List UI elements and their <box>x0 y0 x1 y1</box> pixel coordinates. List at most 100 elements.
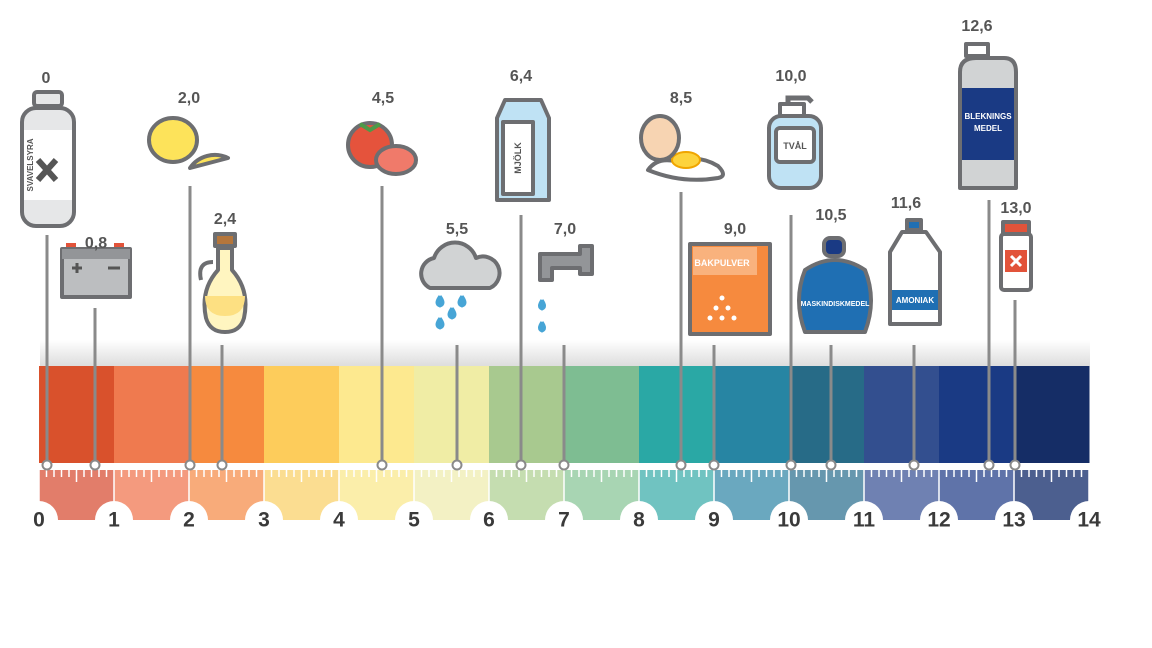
band <box>39 366 115 463</box>
value-label: 12,6 <box>961 18 992 35</box>
scale-dot <box>770 501 808 539</box>
value-label: 2,4 <box>214 211 236 228</box>
pointer-dot <box>515 459 527 471</box>
value-label: 8,5 <box>670 90 692 107</box>
pointer-dot <box>216 459 228 471</box>
scale-dot <box>245 501 283 539</box>
scale-label: 6 <box>483 509 495 532</box>
icon-lemon <box>147 116 230 170</box>
scale-dot <box>1070 501 1108 539</box>
value-label: 6,4 <box>510 68 532 85</box>
band <box>564 366 640 463</box>
icon-rain <box>419 240 502 330</box>
scale-dot <box>470 501 508 539</box>
scale-label: 4 <box>333 509 345 532</box>
pointer-dot <box>1009 459 1021 471</box>
icon-dishwasher-detergent: MASKINDISKMEDEL <box>797 236 873 334</box>
value-label: 9,0 <box>724 221 746 238</box>
band <box>489 366 565 463</box>
scale-dot <box>620 501 658 539</box>
icon-text: MJÖLK <box>513 142 523 174</box>
scale-dot <box>545 501 583 539</box>
icon-text: BAKPULVER <box>694 258 750 268</box>
scale-dot <box>695 501 733 539</box>
scale-label: 2 <box>183 509 195 532</box>
pointer-dot <box>825 459 837 471</box>
value-label: 5,5 <box>446 221 468 238</box>
pointer-dot <box>376 459 388 471</box>
value-label: 10,5 <box>815 207 846 224</box>
value-label: 7,0 <box>554 221 576 238</box>
icon-tomato <box>346 121 418 176</box>
band <box>864 366 940 463</box>
value-label: 10,0 <box>775 68 806 85</box>
scale-label: 0 <box>33 509 45 532</box>
pointer-dot <box>785 459 797 471</box>
scale-label: 11 <box>853 509 876 532</box>
band <box>939 366 1015 463</box>
pointer-dot <box>675 459 687 471</box>
band <box>189 366 265 463</box>
scale-label: 9 <box>708 509 720 532</box>
band <box>114 366 190 463</box>
scale-dot <box>845 501 883 539</box>
icon-soap: TVÅL <box>767 95 823 190</box>
value-labels: 0 0,8 2,0 2,4 4,5 5,5 6,4 7,0 8,5 9,0 10,0 10,5 11,6… <box>42 18 1032 252</box>
icon-text: BLEKNINGS <box>964 112 1012 121</box>
scale-label: 13 <box>1002 509 1025 532</box>
pointer-dot <box>89 459 101 471</box>
scale-dot <box>170 501 208 539</box>
scale-dot <box>320 501 358 539</box>
pointer-dot <box>708 459 720 471</box>
scale-label: 3 <box>258 509 270 532</box>
scale-label: 7 <box>558 509 570 532</box>
icon-sulfuric-acid: SVAVELSYRA <box>20 90 76 228</box>
scale-labels: 0 1 2 3 4 5 6 7 8 9 10 11 12 13 14 <box>20 501 1108 539</box>
scale-label: 14 <box>1077 509 1101 532</box>
scale-label: 5 <box>408 509 420 532</box>
icon-text: TVÅL <box>783 141 807 151</box>
icon-text: AMONIAK <box>896 296 934 305</box>
pointer-dot <box>558 459 570 471</box>
scale-label: 12 <box>927 509 950 532</box>
icon-tap <box>538 244 594 333</box>
scale-dot <box>995 501 1033 539</box>
scale-label: 10 <box>777 509 800 532</box>
pointer-dot <box>41 459 53 471</box>
icon-vinegar <box>198 232 248 334</box>
pointer-lines <box>41 186 1021 471</box>
icon-text: MEDEL <box>974 124 1002 133</box>
band <box>714 366 790 463</box>
scale-label: 8 <box>633 509 645 532</box>
value-label: 0 <box>42 70 51 87</box>
band <box>264 366 340 463</box>
band <box>339 366 415 463</box>
scale-label: 1 <box>108 509 120 532</box>
icon-battery <box>60 243 132 299</box>
pointer-dot <box>451 459 463 471</box>
scale-dot <box>395 501 433 539</box>
icon-bleach: BLEKNINGS MEDEL <box>958 42 1018 190</box>
value-label: 11,6 <box>891 195 921 212</box>
value-label: 13,0 <box>1000 200 1031 217</box>
scale-dot <box>95 501 133 539</box>
band <box>789 366 865 463</box>
value-label: 2,0 <box>178 90 200 107</box>
icon-baking-powder: BAKPULVER <box>688 242 772 336</box>
scale-dot <box>20 501 58 539</box>
value-label: 4,5 <box>372 90 394 107</box>
scale-dot <box>920 501 958 539</box>
band <box>414 366 490 463</box>
pointer-dot <box>983 459 995 471</box>
icon-ammonia: AMONIAK <box>888 218 942 326</box>
pointer-dot <box>184 459 196 471</box>
value-label: 0,8 <box>85 235 107 252</box>
icon-poison <box>999 220 1033 292</box>
band <box>1014 366 1090 463</box>
icon-egg <box>639 114 725 182</box>
icon-milk: MJÖLK <box>495 98 551 202</box>
icon-text: MASKINDISKMEDEL <box>801 301 871 308</box>
pointer-dot <box>908 459 920 471</box>
band <box>639 366 715 463</box>
